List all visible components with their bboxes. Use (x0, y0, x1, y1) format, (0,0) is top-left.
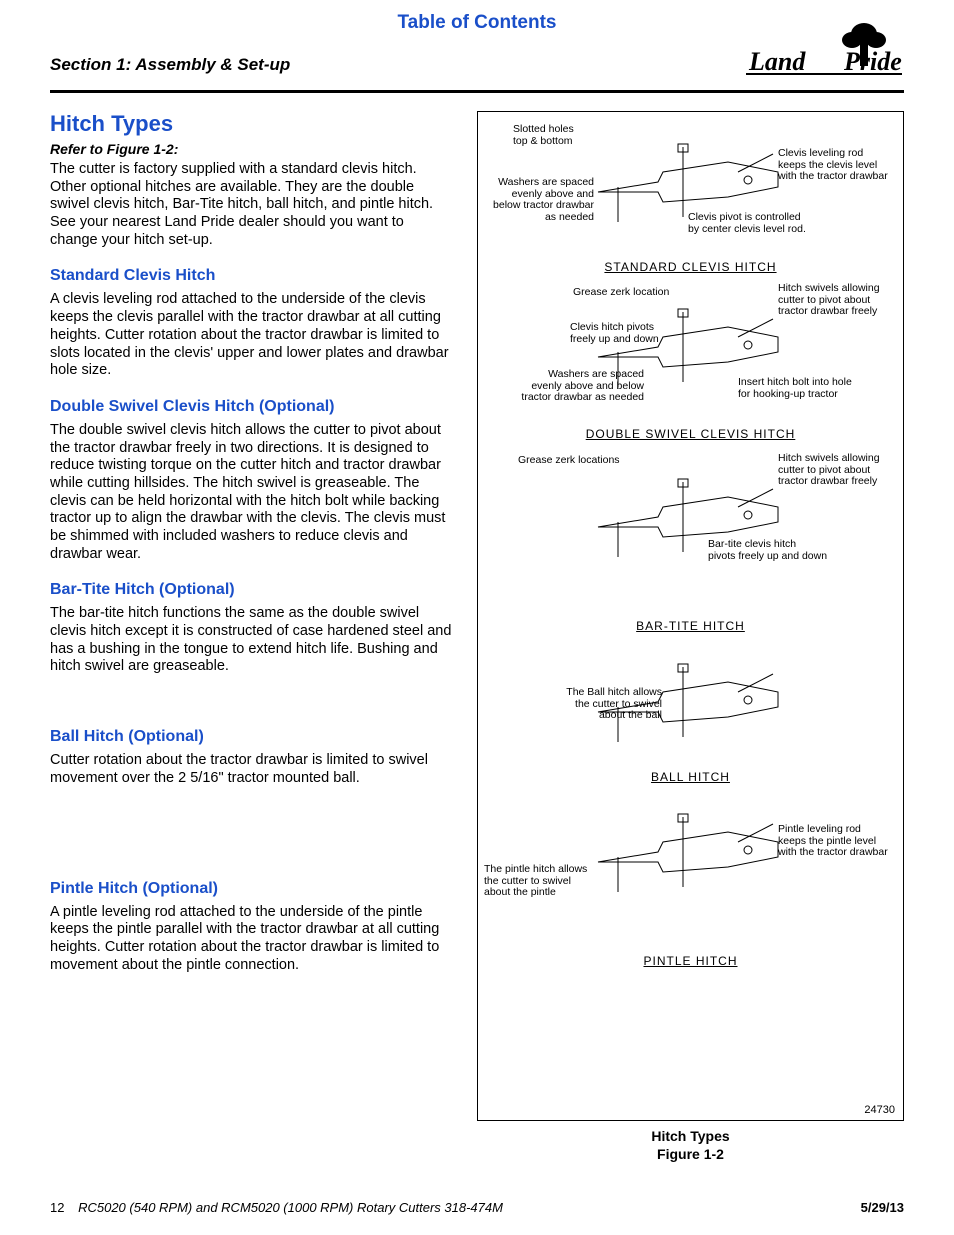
intro-paragraph: The cutter is factory supplied with a st… (50, 161, 455, 249)
figure-callout: Washers are spacedevenly above andbelow … (484, 177, 594, 223)
section-heading: Pintle Hitch (Optional) (50, 880, 455, 898)
figure-1-2: 24730 Slotted holestop & bottom Washers a… (477, 111, 904, 1121)
header-divider (50, 90, 904, 93)
figure-panel: Grease zerk locations Hitch swivels allow… (478, 447, 903, 632)
figure-panel: The pintle hitch allowsthe cutter to swi… (478, 782, 903, 967)
section-heading: Ball Hitch (Optional) (50, 728, 455, 746)
section-body: Cutter rotation about the tractor drawba… (50, 752, 455, 787)
figure-callout: The Ball hitch allowsthe cutter to swive… (552, 687, 662, 722)
page-number: 12 (50, 1200, 64, 1215)
svg-text:Land: Land (748, 47, 806, 76)
svg-text:Pride: Pride (843, 47, 902, 76)
section-body: The bar-tite hitch functions the same as… (50, 605, 455, 676)
section-heading: Double Swivel Clevis Hitch (Optional) (50, 398, 455, 416)
section-body: A pintle leveling rod attached to the un… (50, 904, 455, 975)
figure-callout: Clevis hitch pivotsfreely up and down (570, 322, 659, 345)
figure-callout: Clevis leveling rodkeeps the clevis leve… (778, 148, 888, 183)
figure-caption-line: Figure 1-2 (657, 1146, 724, 1162)
footer-date: 5/29/13 (861, 1200, 904, 1215)
section-body: A clevis leveling rod attached to the un… (50, 291, 455, 379)
section-label: Section 1: Assembly & Set-up (50, 55, 290, 75)
figure-panel-title: PINTLE HITCH (478, 954, 903, 968)
page-footer: 12 RC5020 (540 RPM) and RCM5020 (1000 RP… (50, 1200, 904, 1215)
doc-title: RC5020 (540 RPM) and RCM5020 (1000 RPM) … (78, 1200, 503, 1215)
figure-callout: Insert hitch bolt into holefor hooking-u… (738, 377, 852, 400)
section-body: The double swivel clevis hitch allows th… (50, 422, 455, 564)
figure-callout: Slotted holestop & bottom (513, 124, 574, 147)
figure-callout: Grease zerk locations (518, 455, 620, 467)
figure-panel-title: DOUBLE SWIVEL CLEVIS HITCH (478, 427, 903, 441)
figure-callout: Clevis pivot is controlledby center clev… (688, 212, 806, 235)
figure-caption-line: Hitch Types (651, 1128, 729, 1144)
section-heading: Bar-Tite Hitch (Optional) (50, 581, 455, 599)
figure-panel: Grease zerk location Clevis hitch pivotsf… (478, 277, 903, 447)
figure-panel-title: STANDARD CLEVIS HITCH (478, 260, 903, 274)
figure-panel: The Ball hitch allowsthe cutter to swive… (478, 632, 903, 782)
figure-panel: Slotted holestop & bottom Washers are spa… (478, 112, 903, 277)
figure-reference: Refer to Figure 1-2: (50, 141, 455, 157)
page-title: Hitch Types (50, 111, 455, 137)
figure-caption: Hitch Types Figure 1-2 (477, 1127, 904, 1163)
figure-callout: The pintle hitch allowsthe cutter to swi… (484, 864, 587, 899)
text-column: Hitch Types Refer to Figure 1-2: The cut… (50, 111, 455, 1163)
figure-column: 24730 Slotted holestop & bottom Washers a… (477, 111, 904, 1163)
section-heading: Standard Clevis Hitch (50, 267, 455, 285)
figure-callout: Washers are spacedevenly above and below… (484, 369, 644, 404)
figure-callout: Hitch swivels allowingcutter to pivot ab… (778, 283, 880, 318)
figure-callout: Hitch swivels allowingcutter to pivot ab… (778, 453, 880, 488)
figure-callout: Grease zerk location (573, 287, 669, 299)
figure-callout: Pintle leveling rodkeeps the pintle leve… (778, 824, 888, 859)
figure-panel-title: BAR-TITE HITCH (478, 619, 903, 633)
figure-callout: Bar-tite clevis hitchpivots freely up an… (708, 539, 827, 562)
diagram-number: 24730 (864, 1104, 895, 1116)
brand-logo: Land Pride (744, 20, 904, 85)
